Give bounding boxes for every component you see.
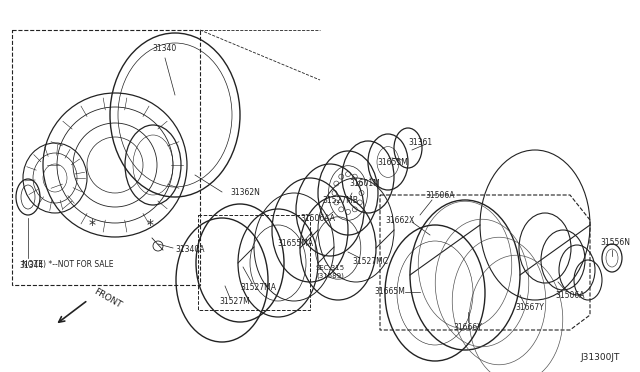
Text: 31527MA: 31527MA: [240, 283, 276, 292]
Text: 31340: 31340: [153, 44, 177, 52]
Text: SEC.315
(31589): SEC.315 (31589): [316, 265, 344, 279]
Text: 31527MC: 31527MC: [352, 257, 388, 266]
Text: 31655M: 31655M: [378, 157, 408, 167]
Text: 31506AA: 31506AA: [301, 214, 335, 222]
Text: 31527MB: 31527MB: [322, 196, 358, 205]
Text: 31527M: 31527M: [220, 298, 250, 307]
Text: J31300JT: J31300JT: [580, 353, 620, 362]
Text: FRONT: FRONT: [92, 286, 123, 310]
Text: 31344: 31344: [20, 260, 44, 269]
Text: 31506A: 31506A: [556, 291, 585, 299]
Text: 31655MA: 31655MA: [277, 238, 313, 247]
Text: 31506A: 31506A: [425, 190, 455, 199]
Text: 31601M: 31601M: [349, 179, 380, 187]
Text: 31662X: 31662X: [385, 215, 415, 224]
Text: 31362N: 31362N: [230, 187, 260, 196]
Text: 31666Y: 31666Y: [454, 324, 483, 333]
Text: 31556N: 31556N: [600, 237, 630, 247]
Text: 31665M: 31665M: [374, 288, 405, 296]
Text: *: *: [88, 218, 95, 232]
Text: 31667Y: 31667Y: [516, 304, 545, 312]
Text: 31361: 31361: [408, 138, 432, 147]
Text: NOTE) *--NOT FOR SALE: NOTE) *--NOT FOR SALE: [22, 260, 113, 269]
Text: *: *: [147, 218, 154, 232]
Text: 31340A: 31340A: [175, 246, 205, 254]
